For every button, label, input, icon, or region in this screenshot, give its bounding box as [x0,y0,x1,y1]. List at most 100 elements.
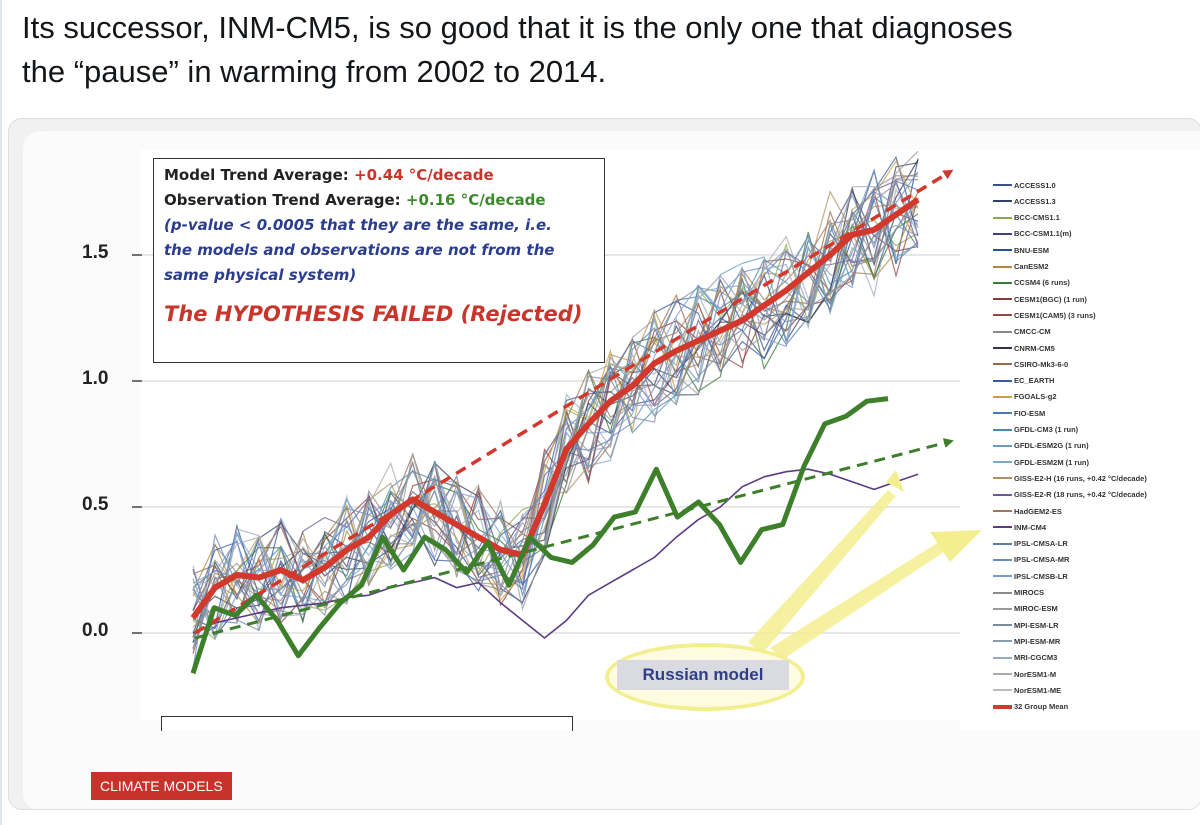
legend-item: GFDL-CM3 (1 run) [993,423,1078,437]
legend-swatch [993,510,1012,512]
callout-arrowhead-2 [930,530,982,562]
legend-item: HadGEM2-ES [993,504,1062,518]
obs-trend-value: +0.16 °C/decade [405,191,546,209]
legend-item: CMCC-CM [993,325,1051,339]
legend-swatch [993,461,1012,464]
callout-pointer-1 [748,490,896,654]
legend-swatch [993,575,1012,578]
legend-swatch [993,428,1012,431]
y-tick-label: 1.5 [82,242,109,263]
legend-label: HadGEM2-ES [1014,506,1062,516]
legend-item: ACCESS1.3 [993,194,1056,208]
model-line [192,187,919,639]
legend-label: IPSL-CMSB-LR [1014,571,1068,581]
legend-label: CESM1(CAM5) (3 runs) [1014,310,1096,320]
legend-item: BCC-CMS1.1 [993,211,1060,225]
legend-label: FGOALS-g2 [1014,392,1057,402]
legend-label: GFDL-CM3 (1 run) [1014,425,1079,434]
model-trend-value: +0.44 °C/decade [354,166,494,184]
legend-item: MIROCS [993,586,1044,600]
legend-label: MRI-CGCM3 [1014,653,1058,663]
legend-swatch [993,200,1012,203]
callout-pointer-2 [770,540,950,660]
legend-label: MIROCS [1014,588,1044,597]
legend-label: BNU-ESM [1014,245,1049,255]
legend-label: NorESM1-ME [1014,685,1062,695]
legend-swatch [993,395,1012,398]
legend-item: GFDL-ESM2M (1 run) [993,455,1089,469]
legend-label: INM-CM4 [1014,522,1047,532]
legend-item: BCC-CSM1.1(m) [993,227,1072,241]
legend-swatch [993,607,1012,610]
legend-swatch [993,232,1012,235]
legend-item: GISS-E2-H (16 runs, +0.42 °C/decade) [993,471,1147,485]
model-line [192,185,919,590]
group-mean-line [190,197,920,620]
tweet-line-2: the “pause” in warming from 2002 to 2014… [22,54,607,89]
legend-swatch [993,265,1012,268]
legend-label: CESM1(BGC) (1 run) [1014,294,1087,304]
legend-item: EC_EARTH [993,374,1054,388]
legend-swatch [993,298,1012,301]
legend-label: IPSL-CMSA-LR [1014,539,1068,549]
legend-swatch [993,673,1012,675]
legend-label: CSIRO-Mk3-6-0 [1014,359,1069,369]
model-trend-label: Model Trend Average: [164,166,349,184]
legend-item: IPSL-CMSA-MR [993,553,1069,567]
legend-swatch [993,689,1012,692]
pvalue-line-1: (p-value < 0.0005 that they are the same… [164,216,552,234]
legend-item: 32 Group Mean [993,700,1068,714]
model-line [192,190,919,628]
legend-item: FGOALS-g2 [993,390,1057,404]
left-border [0,0,2,825]
hypothesis-verdict: The HYPOTHESIS FAILED (Rejected) [164,302,583,326]
legend-label: MPI-ESM-MR [1014,636,1061,646]
legend-label: CNRM-CM5 [1014,343,1055,353]
legend-label: 32 Group Mean [1014,702,1069,712]
legend-item: GISS-E2-R (18 runs, +0.42 °C/decade) [993,488,1147,502]
legend-swatch [993,526,1012,529]
legend-item: MPI-ESM-LR [993,618,1059,632]
legend-label: CCSM4 (6 runs) [1014,278,1070,288]
legend-swatch [993,184,1012,186]
legend-item: MIROC-ESM [993,602,1058,616]
legend-label: GFDL-ESM2G (1 run) [1014,441,1089,451]
legend-item: CSIRO-Mk3-6-0 [993,357,1068,371]
model-trend-arrow [194,169,954,635]
annotation-box: Model Trend Average: +0.44 °C/decade Obs… [153,158,605,363]
legend-item: MPI-ESM-MR [993,634,1060,648]
legend-item: BNU-ESM [993,243,1049,257]
legend-swatch [993,314,1012,317]
legend-swatch [993,624,1012,627]
legend-label: GISS-E2-H (16 runs, +0.42 °C/decade) [1014,473,1147,483]
legend-item: FIO-ESM [993,406,1045,420]
legend-item: IPSL-CMSB-LR [993,569,1068,583]
legend-item: GFDL-ESM2G (1 run) [993,439,1089,453]
legend-area [960,150,1200,730]
y-tick-label: 1.0 [82,368,109,389]
legend-swatch [993,379,1012,382]
legend-label: BCC-CSM1.1(m) [1014,229,1072,239]
legend-item: IPSL-CMSA-LR [993,537,1068,551]
russian-model-label: Russian model [617,660,789,690]
legend-item: INM-CM4 [993,520,1046,534]
legend-label: GISS-E2-R (18 runs, +0.42 °C/decade) [1014,490,1147,500]
legend-swatch [993,347,1012,349]
model-line [192,179,919,617]
legend-swatch [993,363,1012,366]
inm-cm4-line [192,468,919,640]
legend-item: MRI-CGCM3 [993,651,1057,665]
legend-label: GFDL-ESM2M (1 run) [1014,457,1089,467]
legend-item: CESM1(BGC) (1 run) [993,292,1087,306]
legend-swatch [993,591,1012,594]
legend-label: BCC-CMS1.1 [1014,213,1060,223]
bottom-box [161,716,573,731]
legend-item: ACCESS1.0 [993,178,1056,192]
legend-label: NorESM1-M [1014,669,1057,679]
pvalue-line-3: same physical system) [164,266,357,284]
legend-swatch [993,640,1012,643]
y-tick-label: 0.0 [82,620,109,641]
climate-models-tag[interactable]: CLIMATE MODELS [91,772,232,800]
callout-arrowhead-1 [886,470,904,492]
